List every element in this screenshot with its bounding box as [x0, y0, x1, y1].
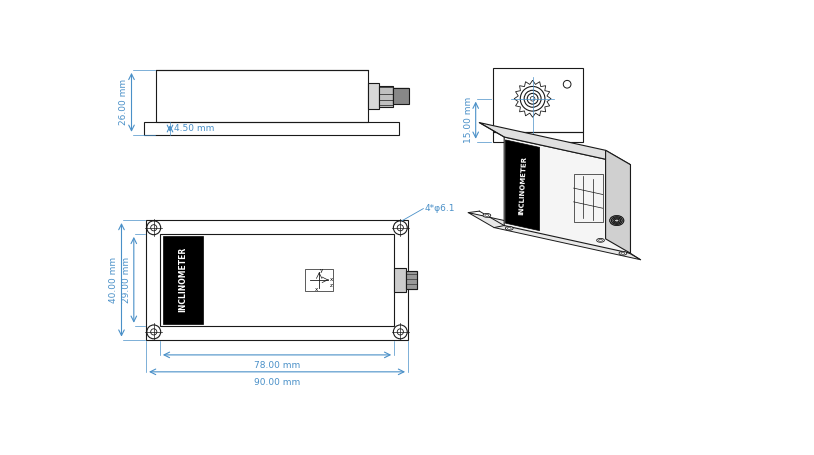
Ellipse shape — [610, 216, 624, 225]
Bar — [305, 269, 333, 291]
Text: 90.00 mm: 90.00 mm — [254, 378, 300, 387]
Bar — [368, 83, 379, 109]
Text: y: y — [320, 268, 323, 273]
Text: 26.00 mm: 26.00 mm — [120, 79, 129, 126]
Bar — [144, 122, 399, 135]
Bar — [379, 86, 392, 106]
Bar — [163, 236, 204, 324]
Text: x: x — [314, 287, 317, 292]
Polygon shape — [606, 150, 631, 253]
Bar — [160, 234, 394, 326]
Bar — [574, 174, 602, 222]
Ellipse shape — [611, 217, 622, 224]
Text: 40.00 mm: 40.00 mm — [109, 257, 118, 303]
Ellipse shape — [615, 219, 619, 222]
Polygon shape — [468, 212, 641, 260]
Polygon shape — [479, 122, 631, 165]
Polygon shape — [505, 140, 540, 231]
Ellipse shape — [613, 218, 620, 223]
Ellipse shape — [619, 251, 627, 255]
Bar — [156, 70, 368, 122]
Bar — [147, 220, 408, 339]
Ellipse shape — [483, 213, 491, 217]
Bar — [394, 268, 406, 292]
Bar — [392, 88, 409, 104]
Text: x: x — [330, 277, 333, 282]
Text: z: z — [330, 283, 333, 288]
Text: 4.50 mm: 4.50 mm — [174, 124, 214, 133]
Bar — [406, 271, 417, 289]
Bar — [406, 271, 417, 289]
Text: INCLINOMETER: INCLINOMETER — [519, 156, 527, 215]
Text: 15.00 mm: 15.00 mm — [464, 97, 473, 143]
Text: 4*φ6.1: 4*φ6.1 — [425, 204, 455, 213]
Text: INCLINOMETER: INCLINOMETER — [178, 247, 187, 313]
Polygon shape — [504, 137, 631, 253]
Bar — [492, 131, 584, 142]
Bar — [392, 88, 409, 104]
Text: 78.00 mm: 78.00 mm — [254, 361, 300, 370]
Bar — [492, 68, 584, 131]
Ellipse shape — [610, 216, 624, 225]
Ellipse shape — [505, 227, 513, 230]
Text: 29.00 mm: 29.00 mm — [122, 257, 131, 303]
Ellipse shape — [597, 238, 604, 242]
